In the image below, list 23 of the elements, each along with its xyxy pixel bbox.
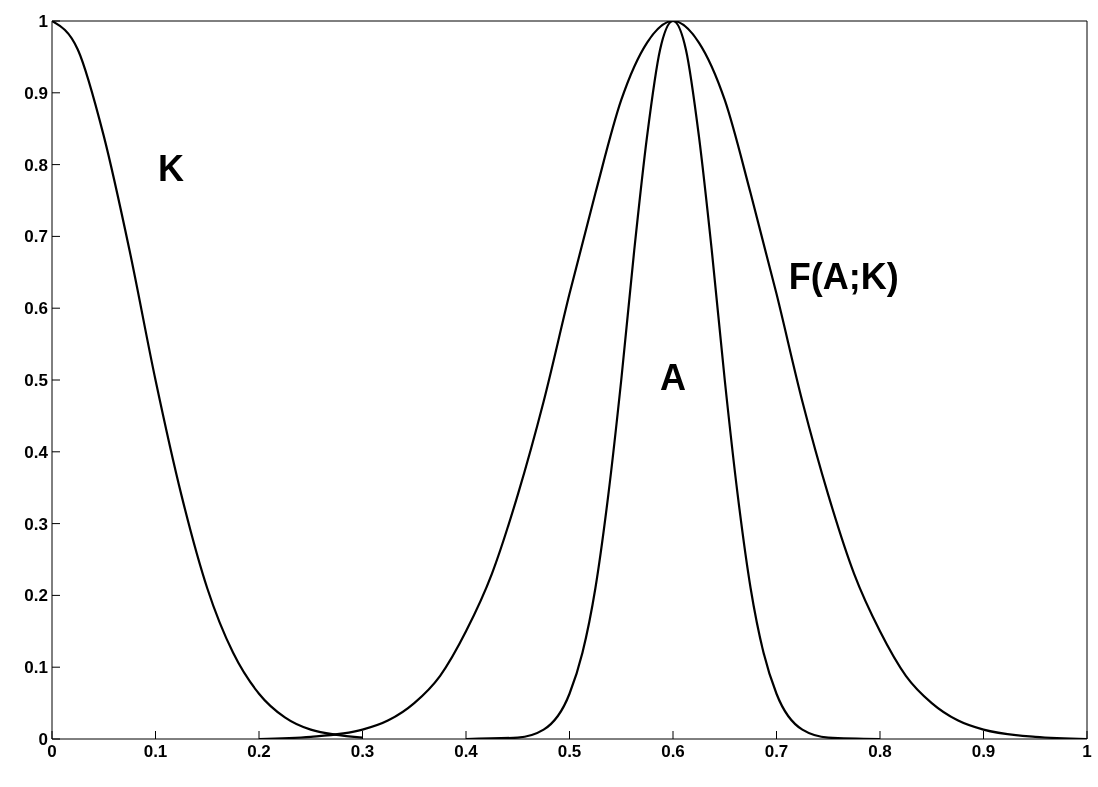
x-tick-label: 0.1 [143,742,168,762]
x-tick-label: 1 [1082,742,1092,762]
y-tick-label: 0.9 [24,83,48,103]
y-tick-label: 0.1 [24,658,48,678]
x-tick-label: 0.8 [868,742,892,762]
series-label: A [660,356,686,398]
series-label: K [158,148,185,190]
x-tick-label: 0.4 [454,742,479,762]
x-tick-label: 0.2 [247,742,271,762]
y-tick-label: 0.8 [24,155,48,175]
x-tick-label: 0.6 [661,742,685,762]
x-tick-label: 0.3 [350,742,375,762]
series-label: F(A;K) [788,256,899,297]
x-tick-label: 0.9 [971,742,996,762]
y-tick-label: 0.5 [24,371,48,391]
y-tick-label: 0.2 [24,586,48,606]
x-tick-label: 0.7 [764,742,789,762]
y-tick-label: 1 [38,12,48,32]
y-tick-label: 0.6 [24,299,48,319]
y-tick-label: 0.3 [24,514,48,534]
y-tick-label: 0.4 [24,442,49,462]
y-tick-label: 0.7 [24,227,48,247]
x-tick-label: 0.5 [557,742,582,762]
